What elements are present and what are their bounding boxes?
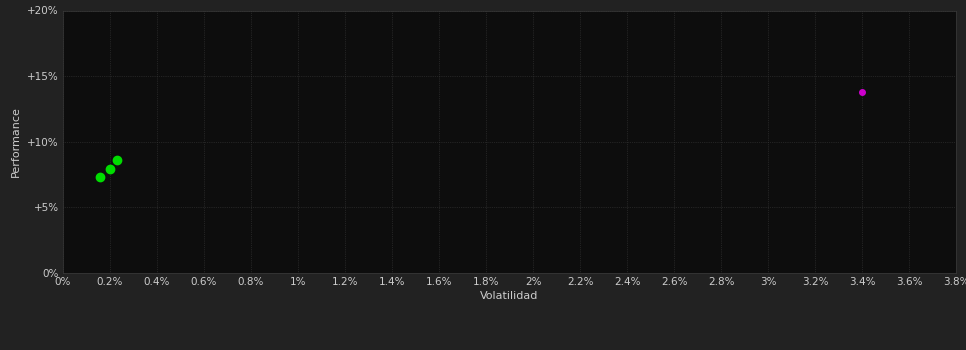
X-axis label: Volatilidad: Volatilidad xyxy=(480,291,539,301)
Y-axis label: Performance: Performance xyxy=(12,106,21,177)
